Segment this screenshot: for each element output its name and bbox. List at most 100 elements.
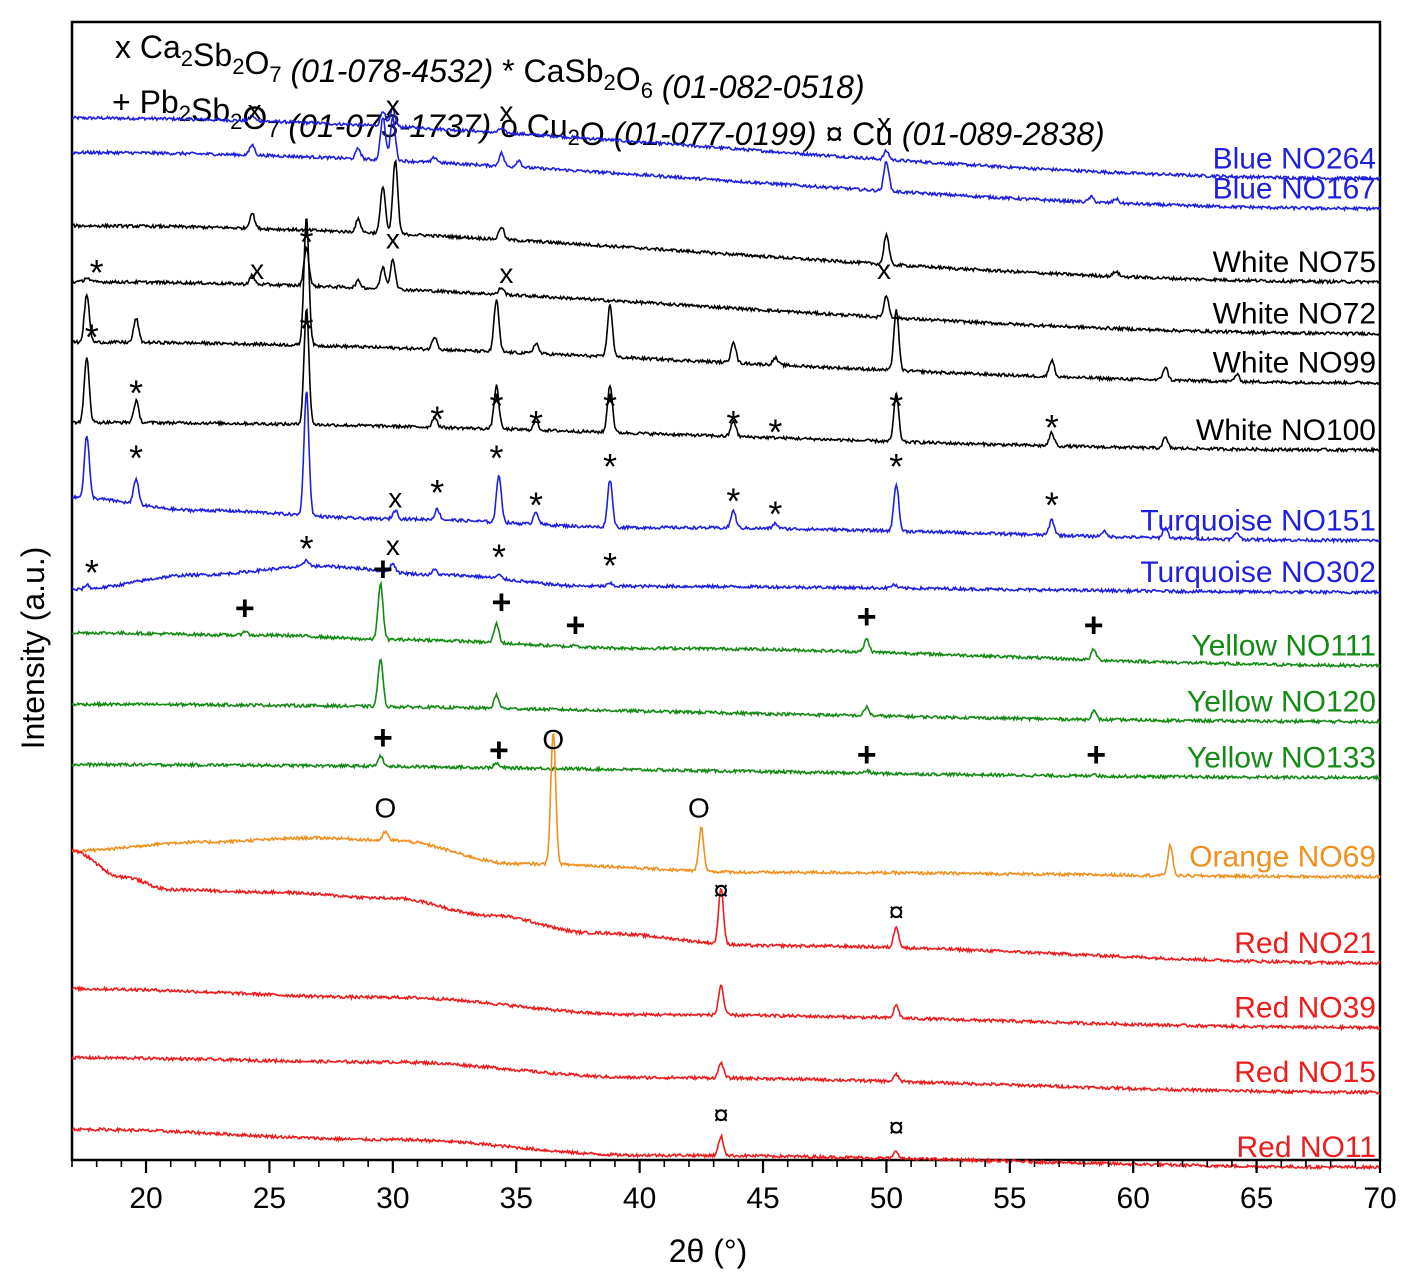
phase-marker: * [129,437,143,478]
series-label: Yellow NO120 [1187,686,1376,719]
series-line [71,732,1381,881]
phase-marker: * [85,317,99,358]
series-line [71,391,1381,545]
phase-marker: O [688,793,710,824]
phase-marker: + [373,551,393,589]
series-label: Red NO21 [1234,927,1376,960]
phase-marker: + [491,583,511,621]
series-line [71,984,1381,1032]
series-line [71,848,1381,967]
legend-formula-part: Sb [191,92,230,128]
phase-marker: x [386,224,400,255]
series-label: White NO100 [1196,414,1376,447]
phase-marker: * [430,472,444,513]
phase-marker: * [603,386,617,427]
series-line [71,558,1381,596]
series-label: Turquoise NO302 [1140,556,1376,589]
phase-marker: + [235,589,255,627]
series-label: Yellow NO111 [1191,629,1376,662]
phase-marker: * [430,398,444,439]
series-label: Blue NO167 [1213,173,1376,206]
series-line [71,580,1381,669]
phase-marker: + [1084,607,1104,645]
phase-marker: * [299,222,313,263]
x-tick-label: 50 [870,1182,903,1215]
series-line [71,218,1381,386]
phase-marker: * [603,446,617,487]
legend-symbol: + [112,84,140,120]
legend-formula-part: O [244,45,269,81]
series-label: Blue NO264 [1213,142,1376,175]
x-tick-label: 65 [1240,1182,1273,1215]
legend-formula-part: Sb [193,37,232,73]
x-tick-label: 25 [253,1182,286,1215]
series-label: White NO72 [1213,298,1376,331]
phase-marker: + [373,719,393,757]
phase-marker: x [499,258,513,289]
phase-marker: * [726,480,740,521]
series-line [71,108,1381,182]
phase-marker: + [1086,736,1106,774]
phase-marker: x [386,90,400,121]
y-axis-label: Intensity (a.u.) [15,547,51,750]
marker-layer: x x x x* x* xx x**** * * * * ****x ***** ***** x * *++++… [85,90,1106,1143]
phase-marker: * [489,386,503,427]
series-label: Red NO39 [1234,992,1376,1025]
phase-marker: * [90,252,104,293]
phase-marker: * [603,545,617,586]
legend-reference: (01-078-4532) [282,53,494,89]
phase-marker: x [877,254,891,285]
x-tick-label: 40 [623,1182,656,1215]
series-line [71,753,1381,782]
x-tick-label: 60 [1117,1182,1150,1215]
x-tick-label: 70 [1363,1182,1396,1215]
x-axis: 20 25 30 35 40 45 50 55 60 65 70 [71,1160,1397,1215]
series-layer [71,108,1381,1171]
series-line [71,307,1381,454]
legend-formula-part: Cu [852,116,893,152]
x-tick-label: 20 [129,1182,162,1215]
phase-marker: O [375,793,397,824]
phase-marker: * [492,536,506,577]
legend-symbol: o [491,108,527,144]
legend-symbol: x [115,29,140,65]
phase-marker: + [857,598,877,636]
legend-formula-part: Ca [140,29,181,65]
legend-formula-part: 2 [232,54,244,79]
phase-marker: ¤ [713,875,729,906]
legend-formula-part: 2 [181,46,193,71]
legend-reference: (01-089-2838) [893,116,1105,152]
phase-marker: * [299,528,313,569]
series-label: Red NO11 [1236,1131,1376,1164]
phase-marker: x [388,482,402,513]
series-line [71,158,1381,285]
phase-marker: * [889,446,903,487]
phase-marker: ¤ [888,896,904,927]
phase-marker: * [726,403,740,444]
series-label: White NO99 [1213,347,1376,380]
phase-marker: + [857,736,877,774]
series-line [71,1126,1381,1171]
phase-marker: x [248,94,262,125]
phase-marker: * [768,493,782,534]
x-tick-label: 45 [746,1182,779,1215]
phase-marker: ¤ [713,1099,729,1130]
legend-reference: (01-082-0518) [653,69,865,105]
phase-marker: x [386,530,400,561]
series-label: Orange NO69 [1189,841,1376,874]
phase-marker: * [529,485,543,526]
series-line [71,658,1381,725]
legend-symbol: * [493,53,523,89]
phase-marker: * [529,403,543,444]
x-tick-label: 55 [993,1182,1026,1215]
legend-formula-part: CaSb [524,53,604,89]
series-label: Red NO15 [1234,1056,1376,1089]
legend-formula-part: Cu [527,108,568,144]
series-label: Turquoise NO151 [1140,504,1376,537]
phase-marker: x [877,107,891,138]
x-tick-label: 35 [500,1182,533,1215]
phase-marker: * [85,552,99,593]
phase-marker: * [1045,485,1059,526]
